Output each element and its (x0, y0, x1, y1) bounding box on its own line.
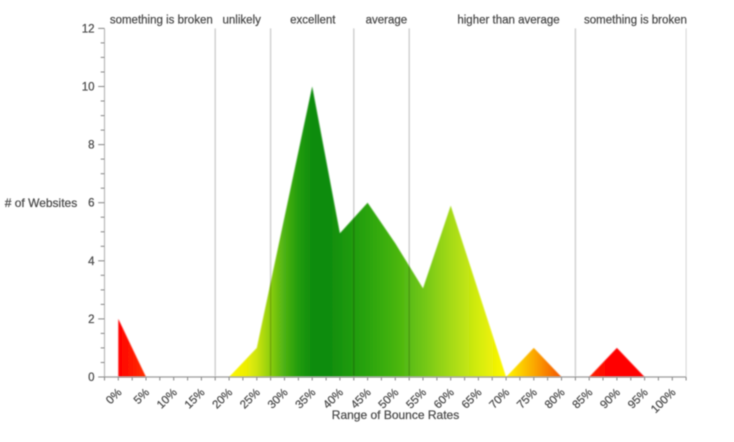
svg-text:something is broken: something is broken (584, 15, 687, 27)
svg-text:0: 0 (88, 372, 94, 384)
svg-text:unlikely: unlikely (223, 15, 262, 27)
svg-text:higher than average: higher than average (457, 15, 559, 27)
svg-text:10: 10 (82, 82, 95, 94)
svg-text:average: average (366, 15, 408, 27)
svg-text:8: 8 (88, 140, 94, 152)
svg-text:# of Websites: # of Websites (5, 196, 77, 210)
svg-text:Range of Bounce Rates: Range of Bounce Rates (332, 408, 459, 422)
svg-text:6: 6 (88, 198, 94, 210)
svg-text:2: 2 (88, 314, 94, 326)
svg-text:something is broken: something is broken (110, 15, 213, 27)
svg-text:excellent: excellent (290, 15, 336, 27)
svg-text:12: 12 (82, 23, 95, 35)
svg-text:4: 4 (88, 256, 95, 268)
